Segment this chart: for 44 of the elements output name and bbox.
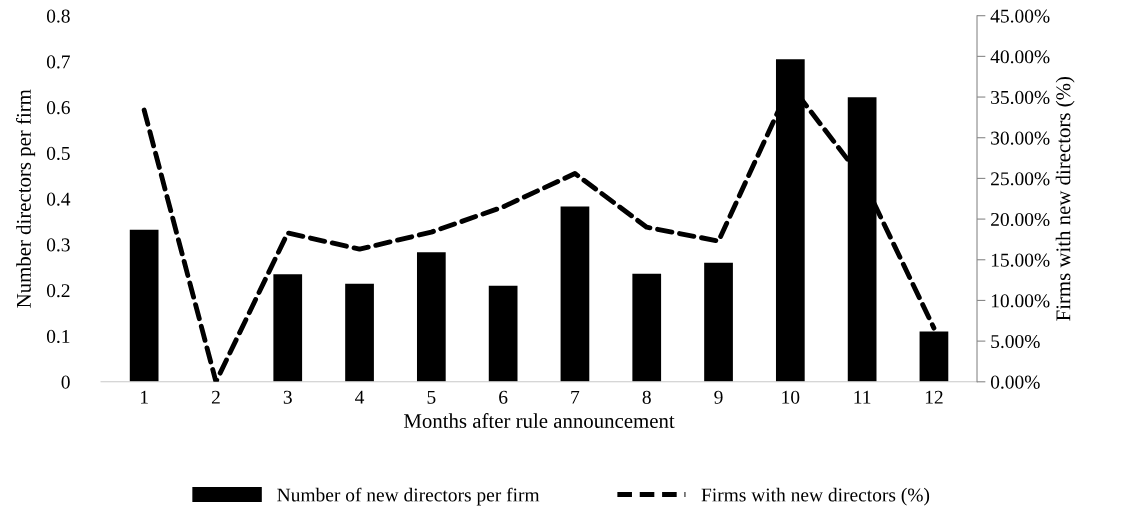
x-tick-label: 7	[571, 390, 580, 404]
x-tick-label: 3	[283, 390, 292, 404]
y2-tick-label: 30.00%	[991, 131, 1050, 145]
x-tick-label: 2	[211, 390, 220, 404]
x-tick-label: 12	[925, 390, 943, 404]
y-tick-label: 0.6	[46, 101, 70, 115]
x-tick-label: 11	[854, 390, 871, 404]
y-tick-label: 0.8	[46, 9, 70, 23]
y-tick-label: 0	[61, 375, 70, 389]
x-axis-title: Months after rule announcement	[403, 413, 675, 428]
y-tick-label: 0.1	[46, 329, 70, 344]
legend-label: Firms with new directors (%)	[701, 487, 930, 506]
y2-tick-label: 35.00%	[991, 90, 1050, 105]
y-tick-label: 0.3	[46, 238, 70, 252]
y2-tick-label: 5.00%	[991, 334, 1040, 349]
y-axis-title: Number directors per firm	[15, 89, 36, 308]
y2-tick-label: 10.00%	[991, 294, 1050, 308]
y2-tick-label: 0.00%	[990, 375, 1040, 389]
x-tick-label: 1	[141, 390, 148, 404]
bar	[416, 252, 446, 382]
y2-axis-title: Firms with new directors (%)	[1055, 76, 1075, 321]
y2-tick-label: 45.00%	[990, 9, 1050, 23]
bar	[488, 285, 518, 382]
x-tick-label: 10	[782, 390, 800, 404]
y2-tick-label: 25.00%	[991, 172, 1050, 186]
x-tick-label: 8	[642, 390, 651, 404]
y2-tick-label: 15.00%	[991, 253, 1050, 267]
y-tick-label: 0.2	[46, 284, 70, 298]
y2-tick-label: 40.00%	[990, 50, 1050, 64]
y-tick-label: 0.7	[46, 55, 70, 69]
legend-label: Number of new directors per firm	[277, 487, 540, 506]
bar	[345, 283, 374, 382]
y-tick-label: 0.4	[46, 192, 71, 206]
bar	[560, 206, 590, 382]
x-tick-label: 9	[714, 390, 723, 404]
x-tick-label: 5	[427, 390, 436, 404]
bar	[632, 273, 662, 382]
x-tick-label: 4	[355, 390, 365, 404]
bar	[704, 262, 733, 382]
y2-tick-label: 20.00%	[991, 212, 1050, 227]
bar	[129, 229, 159, 382]
x-tick-label: 6	[499, 390, 508, 404]
bar	[273, 274, 303, 382]
y-tick-label: 0.5	[46, 146, 70, 160]
